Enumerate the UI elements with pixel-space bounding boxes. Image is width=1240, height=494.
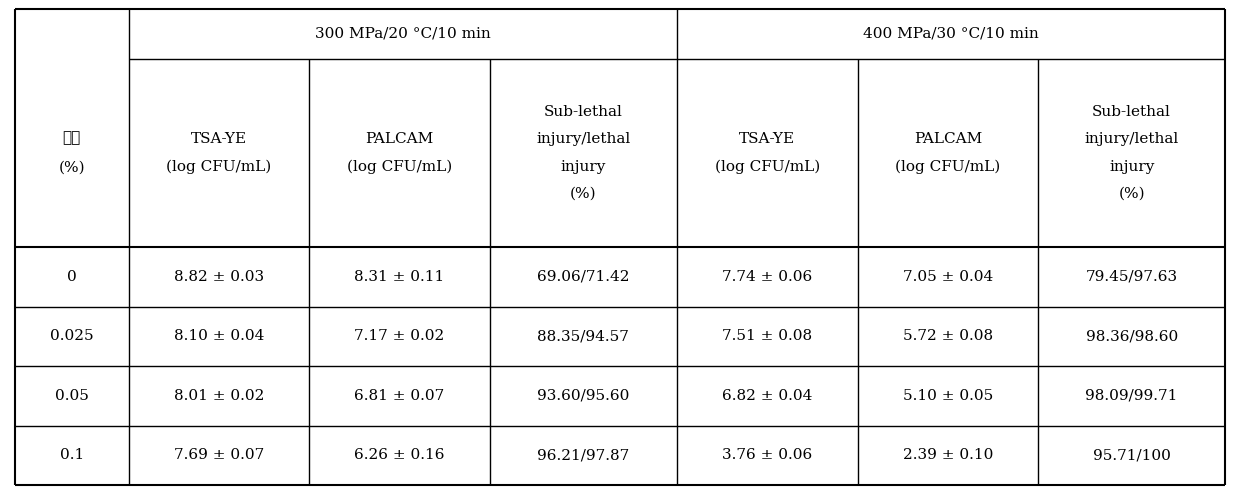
Text: 8.31 ± 0.11: 8.31 ± 0.11 (355, 270, 445, 284)
Text: 7.69 ± 0.07: 7.69 ± 0.07 (174, 449, 264, 462)
Text: 6.82 ± 0.04: 6.82 ± 0.04 (722, 389, 812, 403)
Text: PALCAM: PALCAM (366, 132, 434, 146)
Text: (log CFU/mL): (log CFU/mL) (166, 160, 272, 174)
Text: 300 MPa/20 °C/10 min: 300 MPa/20 °C/10 min (315, 27, 491, 41)
Text: 98.09/99.71: 98.09/99.71 (1085, 389, 1178, 403)
Text: Sub-lethal: Sub-lethal (1092, 105, 1171, 119)
Text: 浓度: 浓度 (62, 131, 81, 145)
Text: 7.74 ± 0.06: 7.74 ± 0.06 (722, 270, 812, 284)
Text: 8.82 ± 0.03: 8.82 ± 0.03 (174, 270, 264, 284)
Text: 93.60/95.60: 93.60/95.60 (537, 389, 630, 403)
Text: 2.39 ± 0.10: 2.39 ± 0.10 (903, 449, 993, 462)
Text: (log CFU/mL): (log CFU/mL) (347, 160, 453, 174)
Text: 6.81 ± 0.07: 6.81 ± 0.07 (355, 389, 445, 403)
Text: 7.05 ± 0.04: 7.05 ± 0.04 (903, 270, 993, 284)
Text: 400 MPa/30 °C/10 min: 400 MPa/30 °C/10 min (863, 27, 1039, 41)
Text: 98.36/98.60: 98.36/98.60 (1085, 329, 1178, 343)
Text: 7.51 ± 0.08: 7.51 ± 0.08 (722, 329, 812, 343)
Text: 0.1: 0.1 (60, 449, 84, 462)
Text: 96.21/97.87: 96.21/97.87 (537, 449, 630, 462)
Text: TSA-YE: TSA-YE (191, 132, 247, 146)
Text: 8.01 ± 0.02: 8.01 ± 0.02 (174, 389, 264, 403)
Text: (%): (%) (570, 187, 596, 201)
Text: (log CFU/mL): (log CFU/mL) (714, 160, 820, 174)
Text: Sub-lethal: Sub-lethal (544, 105, 622, 119)
Text: 79.45/97.63: 79.45/97.63 (1085, 270, 1178, 284)
Text: 5.10 ± 0.05: 5.10 ± 0.05 (903, 389, 993, 403)
Text: 7.17 ± 0.02: 7.17 ± 0.02 (355, 329, 445, 343)
Text: injury: injury (1109, 160, 1154, 173)
Text: 0: 0 (67, 270, 77, 284)
Text: 8.10 ± 0.04: 8.10 ± 0.04 (174, 329, 264, 343)
Text: PALCAM: PALCAM (914, 132, 982, 146)
Text: injury: injury (560, 160, 606, 173)
Text: 88.35/94.57: 88.35/94.57 (537, 329, 630, 343)
Text: (log CFU/mL): (log CFU/mL) (895, 160, 1001, 174)
Text: 0.05: 0.05 (55, 389, 89, 403)
Text: 0.025: 0.025 (50, 329, 93, 343)
Text: injury/lethal: injury/lethal (1085, 132, 1179, 146)
Text: 69.06/71.42: 69.06/71.42 (537, 270, 630, 284)
Text: 3.76 ± 0.06: 3.76 ± 0.06 (722, 449, 812, 462)
Text: 5.72 ± 0.08: 5.72 ± 0.08 (903, 329, 993, 343)
Text: injury/lethal: injury/lethal (536, 132, 630, 146)
Text: 95.71/100: 95.71/100 (1092, 449, 1171, 462)
Text: 6.26 ± 0.16: 6.26 ± 0.16 (355, 449, 445, 462)
Text: TSA-YE: TSA-YE (739, 132, 795, 146)
Text: (%): (%) (1118, 187, 1145, 201)
Text: (%): (%) (58, 161, 86, 175)
